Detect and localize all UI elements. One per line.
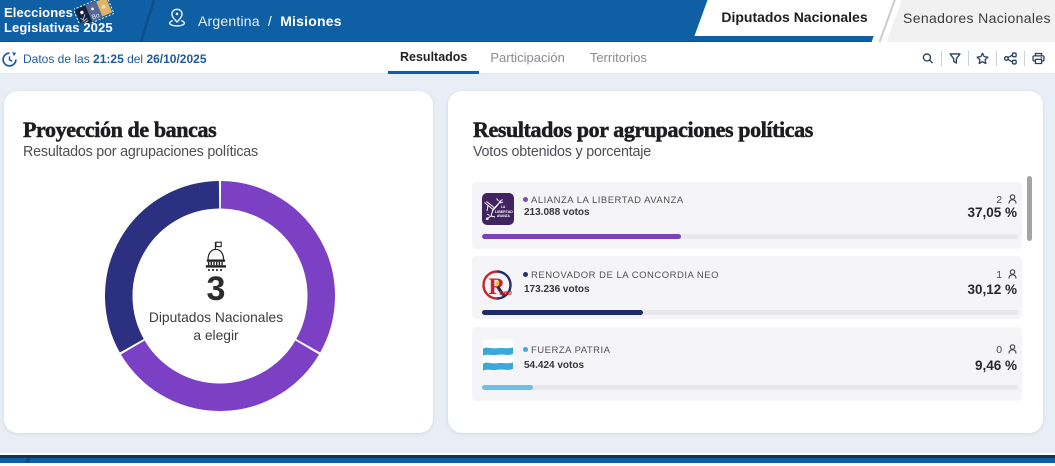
svg-text:LIBERTAD: LIBERTAD xyxy=(495,210,513,214)
svg-text:LA: LA xyxy=(501,205,506,209)
svg-text:Bo: Bo xyxy=(91,12,101,22)
svg-text:AVANZA: AVANZA xyxy=(497,214,511,218)
svg-text:neo: neo xyxy=(500,290,513,297)
